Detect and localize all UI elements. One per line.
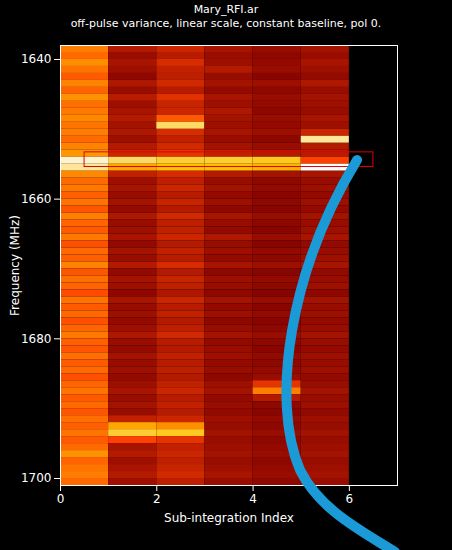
svg-text:Frequency (MHz): Frequency (MHz)	[8, 215, 22, 316]
html-text:Mary_RFI.ar: Mary_RFI.ar	[193, 3, 259, 16]
svg-text:1680: 1680	[21, 332, 52, 346]
svg-text:1660: 1660	[21, 192, 52, 206]
svg-text:4: 4	[249, 492, 257, 506]
svg-text:0: 0	[57, 492, 65, 506]
svg-text:6: 6	[346, 492, 354, 506]
svg-text:Sub-integration Index: Sub-integration Index	[164, 511, 294, 525]
svg-text:2: 2	[153, 492, 161, 506]
svg-text:1700: 1700	[21, 471, 52, 485]
svg-text:1640: 1640	[21, 52, 52, 66]
html-text:off-pulse variance, linear sca: off-pulse variance, linear scale, consta…	[70, 17, 382, 30]
